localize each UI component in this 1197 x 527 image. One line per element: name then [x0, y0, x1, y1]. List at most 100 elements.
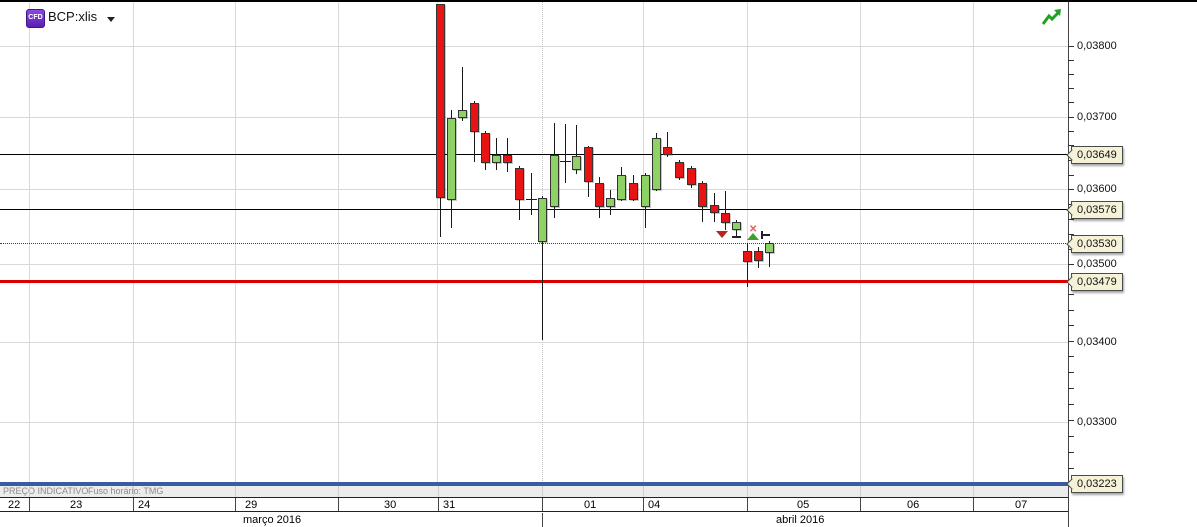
trend-zigzag-icon	[1040, 9, 1064, 34]
candle-down	[595, 183, 604, 207]
window-top-border	[0, 0, 1197, 2]
price-axis-label: 0,03700	[1077, 111, 1117, 123]
month-label: março 2016	[243, 514, 302, 526]
price-axis-line	[1068, 2, 1069, 525]
price-axis-tick	[1068, 468, 1074, 469]
candle-down	[675, 162, 684, 178]
price-level-line	[0, 209, 1068, 210]
status-bar-divider	[860, 486, 861, 497]
price-axis-tick	[1068, 420, 1074, 421]
trend-chart-button[interactable]	[1040, 6, 1064, 30]
day-cell-divider	[438, 498, 439, 511]
day-label: 07	[1015, 499, 1028, 511]
price-axis-tick	[1068, 46, 1074, 47]
candle-doji	[560, 161, 571, 162]
status-bar-divider	[747, 486, 748, 497]
status-bar-divider	[338, 486, 339, 497]
cfd-badge-icon: CFD	[26, 9, 45, 28]
order-dash-marker	[761, 234, 770, 236]
time-axis-days[interactable]: 22 23 24 29 30 31 01 04 05 06 07	[0, 497, 1069, 512]
status-bar-divider	[29, 486, 30, 497]
candle-wick	[576, 125, 577, 174]
price-axis-tick	[1068, 88, 1074, 89]
day-label: 06	[907, 499, 920, 511]
price-axis-tick	[1068, 219, 1074, 220]
price-axis-tick	[1068, 452, 1074, 453]
candle-down	[698, 183, 707, 207]
status-price-indicative: PREÇO INDICATIVO	[3, 486, 89, 496]
price-axis-tick	[1068, 404, 1074, 405]
price-level-badge: 0,03576	[1066, 201, 1123, 219]
candle-wick	[462, 67, 463, 121]
price-level-badge: 0,03649	[1066, 146, 1123, 164]
chevron-down-icon[interactable]	[107, 17, 115, 22]
price-level-badge: 0,03530	[1066, 235, 1123, 253]
candle-up	[447, 118, 456, 200]
candle-up	[572, 156, 581, 170]
candle-down	[436, 4, 445, 198]
gridline-vertical	[747, 2, 748, 483]
gridline-vertical	[437, 2, 438, 483]
candle-down	[754, 251, 763, 261]
month-divider	[542, 513, 543, 527]
trade-marker-buy-icon	[747, 233, 759, 240]
symbol-selector[interactable]: CFD BCP:xlis	[0, 2, 130, 32]
gridline-horizontal	[0, 189, 1068, 190]
candle-wick	[769, 241, 770, 267]
candle-up	[492, 155, 501, 163]
time-axis-months: março 2016 abril 2016	[0, 513, 1069, 527]
candle-wick	[725, 191, 726, 230]
price-axis-tick	[1068, 341, 1074, 342]
candle-up	[652, 138, 661, 190]
candle-wick	[496, 138, 497, 170]
order-dash-marker	[732, 236, 741, 238]
price-axis-label: 0,03600	[1077, 183, 1117, 195]
gridline-horizontal	[0, 264, 1068, 265]
candle-down	[687, 168, 696, 185]
candle-down	[629, 183, 638, 200]
candle-up	[550, 155, 559, 207]
day-cell-divider	[338, 498, 339, 511]
candle-up	[732, 222, 741, 230]
price-axis-tick	[1068, 102, 1074, 103]
candle-wick	[565, 124, 566, 183]
price-axis-tick	[1068, 117, 1074, 118]
day-label: 24	[138, 499, 151, 511]
price-axis-tick	[1068, 175, 1074, 176]
status-bar-divider	[133, 486, 134, 497]
day-label: 23	[70, 499, 83, 511]
day-label: 29	[245, 499, 258, 511]
status-bar: PREÇO INDICATIVO Fuso horário: TMG	[0, 486, 1069, 497]
price-axis-tick	[1068, 74, 1074, 75]
candle-wick	[542, 196, 543, 340]
price-axis-tick	[1068, 145, 1074, 146]
status-bar-divider	[643, 486, 644, 497]
candle-down	[470, 103, 479, 132]
candle-up	[538, 198, 547, 242]
price-axis-tick	[1068, 388, 1074, 389]
gridline-vertical	[973, 2, 974, 483]
status-bar-divider	[235, 486, 236, 497]
gridline-vertical	[643, 2, 644, 483]
candle-up	[617, 175, 626, 200]
trade-marker-closed-icon: ✕	[749, 224, 758, 235]
price-axis-tick	[1068, 264, 1074, 265]
status-bar-divider	[438, 486, 439, 497]
price-level-badge: 0,03223	[1066, 475, 1123, 493]
status-bar-divider	[973, 486, 974, 497]
price-axis-tick	[1068, 310, 1074, 311]
candle-up	[458, 110, 467, 118]
candle-down	[721, 213, 730, 223]
chart-titlebar: CFD BCP:xlis	[0, 2, 1197, 32]
price-level-line	[0, 154, 1068, 155]
candle-down	[663, 147, 672, 155]
price-level-line	[0, 280, 1068, 283]
gridline-vertical	[133, 2, 134, 483]
candle-up	[606, 198, 615, 207]
candle-down	[503, 155, 512, 163]
price-axis-tick	[1068, 234, 1074, 235]
day-label: 05	[797, 499, 810, 511]
gridline-vertical	[860, 2, 861, 483]
gridline-horizontal	[0, 46, 1068, 47]
